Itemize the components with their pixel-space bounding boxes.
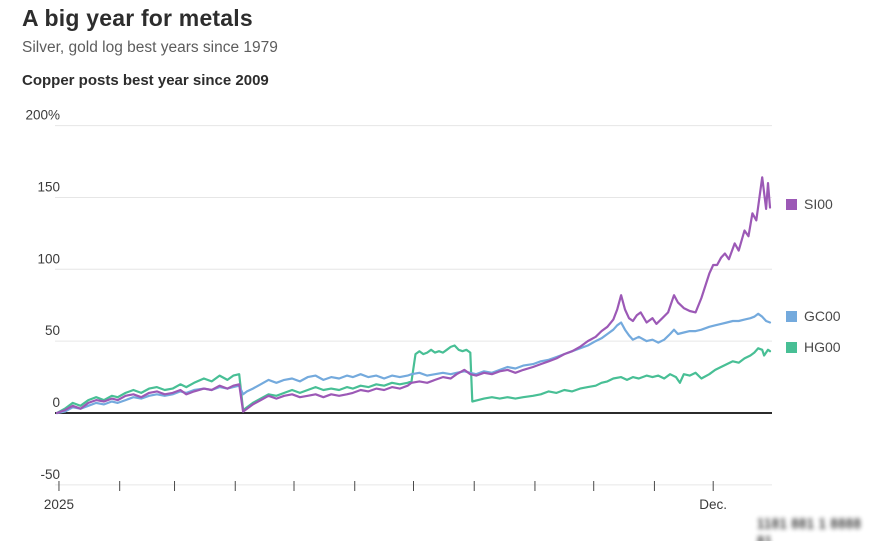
gc00-swatch-icon — [786, 310, 797, 322]
x-axis-label: 2025 — [44, 497, 74, 512]
y-axis-label: 150 — [37, 179, 60, 194]
legend-item-hg00: HG00 — [786, 339, 841, 355]
y-axis-label: -50 — [40, 467, 60, 482]
series-line-hg00 — [55, 344, 772, 415]
y-axis-label: 0 — [52, 395, 60, 410]
legend-label-si00: SI00 — [804, 196, 833, 212]
series-line-si00 — [55, 176, 772, 415]
chart-subheading: Copper posts best year since 2009 — [22, 72, 269, 89]
y-axis-label: 100 — [37, 251, 60, 266]
legend-label-hg00: HG00 — [804, 339, 841, 355]
blurred-watermark: 1181 881 1 8888 81 — [757, 514, 862, 541]
legend-item-gc00: GC00 — [786, 308, 841, 324]
chart-subtitle: Silver, gold log best years since 1979 — [22, 39, 278, 56]
si00-swatch-icon — [786, 198, 797, 210]
series-line-gc00 — [55, 312, 772, 415]
legend-label-gc00: GC00 — [804, 308, 841, 324]
chart-title: A big year for metals — [22, 5, 253, 31]
chart-legend: SI00 GC00 HG00 — [786, 0, 881, 541]
hg00-swatch-icon — [786, 341, 797, 353]
legend-item-si00: SI00 — [786, 196, 833, 212]
y-axis-label: 50 — [45, 323, 60, 338]
x-axis-label: Dec. — [699, 497, 727, 512]
y-axis-label: 200% — [25, 108, 60, 123]
